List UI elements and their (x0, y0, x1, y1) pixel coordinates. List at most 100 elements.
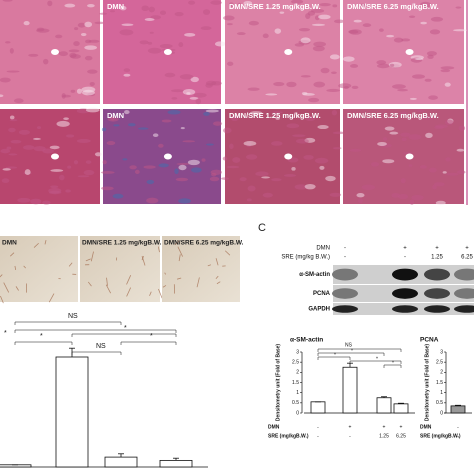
ihc-stain (174, 240, 180, 246)
row-value: + (349, 424, 352, 430)
tissue-texture (295, 138, 309, 144)
tissue-texture (412, 74, 425, 79)
bar (310, 401, 326, 414)
tissue-texture (9, 119, 18, 122)
tissue-texture (110, 10, 115, 13)
tissue-texture (294, 43, 305, 47)
tissue-texture (318, 14, 331, 20)
tissue-texture (444, 119, 454, 126)
tissue-texture (329, 54, 340, 60)
ihc-stain (224, 250, 231, 256)
tissue-texture (397, 88, 408, 92)
tissue-texture (435, 200, 446, 206)
y-axis-label: Densitometry unit (Fold of Base) (275, 344, 281, 422)
tissue-texture (230, 115, 239, 122)
blot-label: GAPDH (308, 307, 330, 313)
tissue-texture (421, 116, 435, 120)
chart-title: α-SM-actin (290, 337, 323, 344)
tissue-texture (74, 27, 79, 31)
tissue-texture (237, 2, 242, 9)
tissue-texture (286, 123, 300, 129)
tissue-texture (303, 154, 314, 160)
tissue-texture (239, 177, 247, 182)
tissue-texture (319, 165, 325, 170)
ihc-stain (215, 275, 219, 280)
row-label: DMN (420, 424, 432, 430)
tissue-texture (223, 127, 232, 134)
tissue-texture (18, 129, 31, 135)
vessel (51, 49, 59, 55)
tissue-texture (433, 182, 445, 187)
ihc-stain (157, 246, 160, 253)
row-label: SRE (mg/kgB.W.) (420, 433, 461, 439)
tissue-texture (203, 111, 210, 116)
ihc-stain (164, 272, 166, 275)
tissue-texture (102, 160, 107, 165)
tissue-texture (245, 154, 258, 160)
tissue-texture (298, 28, 311, 32)
significance-bracket (383, 364, 402, 368)
y-tick-label: 1.5 (292, 380, 299, 386)
significance-label: NS (96, 343, 106, 350)
ihc-stain (141, 255, 146, 266)
tissue-texture (5, 166, 18, 169)
significance-bracket (317, 352, 385, 356)
y-tick-label: 3 (440, 349, 443, 355)
tissue-texture (430, 16, 444, 22)
tissue-texture (201, 158, 206, 162)
tissue-texture (205, 109, 219, 113)
tissue-texture (56, 120, 70, 127)
tissue-texture (85, 39, 92, 44)
vessel (51, 153, 59, 160)
tissue-texture (409, 97, 417, 100)
blot-band (454, 268, 474, 281)
vessel (284, 153, 293, 160)
tissue-texture (456, 148, 465, 152)
blot-band (392, 288, 418, 299)
row-value: - (317, 433, 319, 439)
tissue-texture (434, 124, 449, 129)
tissue-texture (174, 168, 179, 175)
tissue-texture (49, 145, 60, 150)
tissue-texture (290, 0, 304, 4)
bar (342, 366, 358, 414)
tissue-texture (174, 11, 184, 17)
significance-label: * (392, 360, 394, 366)
tissue-texture (112, 193, 124, 199)
tissue-texture (64, 3, 76, 8)
row-value: - (457, 433, 459, 439)
tissue-texture (248, 20, 259, 26)
tissue-texture (13, 98, 24, 104)
tissue-texture (353, 19, 362, 23)
blot-band (424, 268, 450, 281)
tissue-texture (129, 165, 137, 170)
tissue-texture (342, 56, 355, 62)
tissue-texture (304, 183, 316, 190)
vessel (163, 153, 172, 160)
tissue-texture (274, 28, 282, 34)
tissue-texture (171, 89, 185, 93)
row-value: - (349, 433, 351, 439)
tissue-texture (314, 157, 329, 164)
blot-band (332, 268, 358, 281)
y-tick-label: 2 (440, 370, 443, 376)
tissue-texture (50, 185, 59, 189)
row-value: 1.25 (379, 433, 389, 439)
tissue-texture (442, 171, 447, 174)
tissue-texture (8, 153, 18, 156)
tissue-texture (420, 21, 427, 25)
tissue-texture (176, 162, 190, 166)
blot-band (454, 305, 474, 313)
tissue-texture (123, 73, 131, 77)
tissue-texture (325, 175, 336, 182)
tissue-texture (202, 9, 211, 15)
tissue-texture (389, 63, 395, 67)
tissue-texture (313, 81, 326, 88)
tissue-texture (5, 41, 11, 44)
bar (104, 456, 138, 468)
tissue-texture (121, 23, 134, 26)
tissue-texture (22, 145, 35, 150)
blot-band (332, 288, 358, 299)
tissue-texture (73, 41, 80, 47)
